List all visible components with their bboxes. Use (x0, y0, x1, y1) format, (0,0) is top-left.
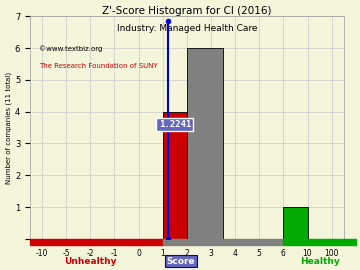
Text: 1.2241: 1.2241 (159, 120, 191, 129)
Text: Unhealthy: Unhealthy (64, 256, 117, 266)
Text: The Research Foundation of SUNY: The Research Foundation of SUNY (39, 63, 158, 69)
Title: Z'-Score Histogram for CI (2016): Z'-Score Histogram for CI (2016) (102, 6, 271, 16)
Text: ©www.textbiz.org: ©www.textbiz.org (39, 45, 103, 52)
Text: Score: Score (166, 256, 195, 266)
Bar (283, 207, 307, 239)
Y-axis label: Number of companies (11 total): Number of companies (11 total) (5, 72, 12, 184)
Bar (30, 239, 163, 245)
Text: Industry: Managed Health Care: Industry: Managed Health Care (117, 24, 257, 33)
Bar (163, 112, 187, 239)
Bar (283, 239, 356, 245)
Bar (187, 48, 223, 239)
Bar (163, 239, 283, 245)
Text: Healthy: Healthy (300, 256, 339, 266)
